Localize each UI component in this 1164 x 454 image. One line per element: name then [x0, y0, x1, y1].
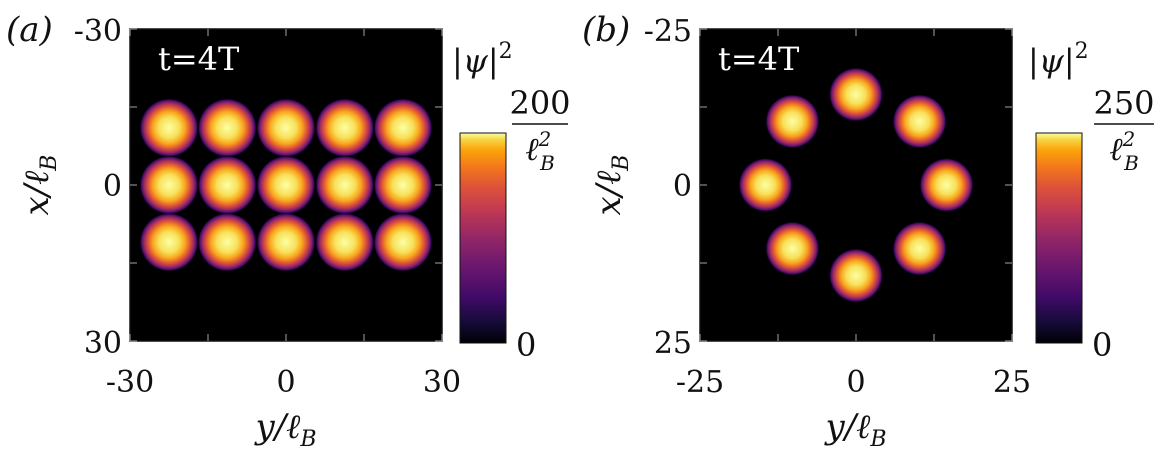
- colorbar-b-title: |ψ|2: [1028, 39, 1089, 80]
- ytick-a-bottom: 30: [84, 326, 122, 361]
- density-blob-a-5: [373, 98, 433, 158]
- heatmap-a-blobs: [139, 98, 433, 272]
- colorbar-b-max-label: 250: [1093, 84, 1154, 122]
- panel-b: (b) t=4T -25 0 25 -25 0 25 y/ℓB x/ℓB |ψ|…: [582, 10, 1155, 452]
- xtick-a-mid: 0: [276, 365, 295, 400]
- heatmap-b-blobs: [738, 67, 974, 303]
- panel-label-b: (b): [582, 10, 630, 50]
- density-blob-b-6: [765, 221, 820, 276]
- density-blob-b-1: [829, 67, 883, 122]
- density-blob-a-9: [315, 155, 375, 215]
- colorbar-a: [459, 132, 507, 344]
- ylabel-a: x/ℓB: [17, 155, 62, 216]
- density-blob-a-14: [315, 212, 375, 272]
- density-blob-b-5: [829, 248, 883, 303]
- ytick-a-top: -30: [74, 14, 122, 49]
- density-blob-a-10: [373, 155, 433, 215]
- xtick-b-left: -25: [676, 365, 724, 400]
- density-blob-a-7: [197, 155, 257, 215]
- colorbar-b-max-unit: ℓ2 B: [1109, 127, 1139, 175]
- density-blob-a-12: [197, 212, 257, 272]
- ylabel-b: x/ℓB: [589, 155, 634, 216]
- density-blob-b-4: [892, 221, 947, 276]
- ytick-a-mid: 0: [103, 169, 122, 204]
- ytick-b-top: -25: [644, 14, 692, 49]
- panel-label-a: (a): [6, 10, 53, 50]
- density-blob-a-13: [256, 212, 316, 272]
- panel-a: (a) t=4T -30 0 30 -30 0 30 y/ℓB x/ℓB |ψ|…: [6, 10, 571, 452]
- time-label-a: t=4T: [158, 40, 240, 78]
- colorbar-a-title: |ψ|2: [452, 39, 513, 80]
- density-blob-a-3: [256, 98, 316, 158]
- colorbar-a-max-label: 200: [509, 84, 570, 122]
- ytick-b-mid: 0: [673, 169, 692, 204]
- density-blob-a-1: [139, 98, 199, 158]
- xtick-b-right: 25: [993, 365, 1031, 400]
- ytick-b-bottom: 25: [654, 326, 692, 361]
- heatmap-b-tickmarks: [699, 28, 1013, 342]
- xtick-a-left: -30: [106, 365, 154, 400]
- density-blob-a-15: [373, 212, 433, 272]
- xlabel-b: y/ℓB: [824, 407, 887, 452]
- density-blob-b-3: [919, 158, 974, 212]
- colorbar-b-min-label: 0: [1092, 326, 1112, 364]
- density-blob-b-8: [765, 94, 820, 149]
- heatmap-a-tickmarks: [129, 28, 443, 342]
- density-blob-a-8: [256, 155, 316, 215]
- colorbar-b: [1035, 132, 1083, 344]
- time-label-b: t=4T: [718, 40, 800, 78]
- colorbar-a-max-unit: ℓ2 B: [525, 127, 555, 175]
- colorbar-a-min-label: 0: [516, 326, 536, 364]
- xtick-a-right: 30: [423, 365, 461, 400]
- density-blob-a-11: [139, 212, 199, 272]
- density-blob-b-7: [738, 158, 793, 212]
- density-blob-a-4: [315, 98, 375, 158]
- density-blob-b-2: [892, 94, 947, 149]
- xtick-b-mid: 0: [846, 365, 865, 400]
- xlabel-a: y/ℓB: [254, 407, 317, 452]
- density-blob-a-2: [197, 98, 257, 158]
- density-blob-a-6: [139, 155, 199, 215]
